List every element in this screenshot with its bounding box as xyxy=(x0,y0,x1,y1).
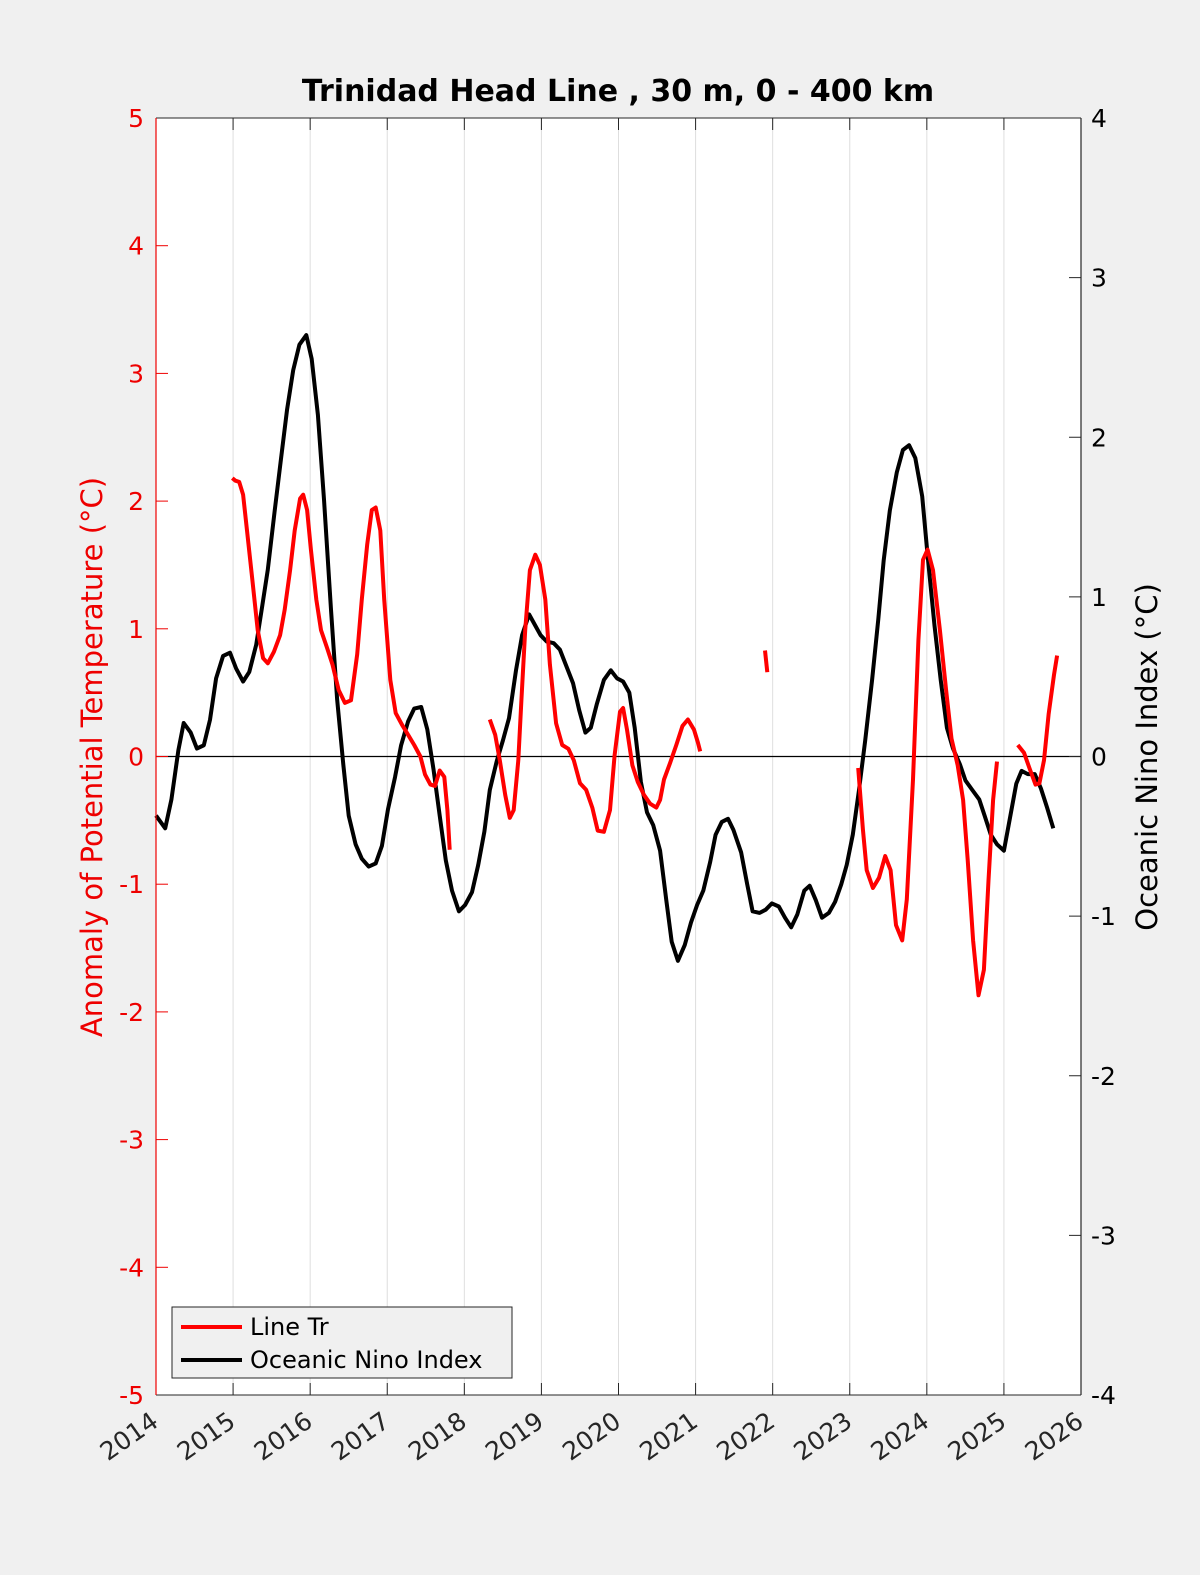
right-y-tick-label: -3 xyxy=(1091,1221,1116,1250)
left-y-tick-label: 5 xyxy=(128,104,144,133)
left-y-tick-labels: 5 4 3 2 1 0 -1 -2 -3 -4 -5 xyxy=(119,104,144,1410)
legend: Line Tr Oceanic Nino Index xyxy=(171,1306,513,1379)
left-y-tick-label: -4 xyxy=(119,1253,144,1282)
x-tick-label: 2019 xyxy=(480,1406,549,1466)
left-y-tick-label: 0 xyxy=(128,743,144,772)
x-tick-labels: 2014 2015 2016 2017 2018 2019 2020 2021 2022 2023… xyxy=(95,1406,1089,1466)
left-y-tick-label: -2 xyxy=(119,998,144,1027)
left-y-tick-label: 3 xyxy=(128,359,144,388)
right-y-tick-labels: 4 3 2 1 0 -1 -2 -3 -4 xyxy=(1091,104,1116,1410)
chart-title: Trinidad Head Line , 30 m, 0 - 400 km xyxy=(302,74,934,109)
left-y-tick-label: 1 xyxy=(128,615,144,644)
x-tick-label: 2020 xyxy=(557,1406,626,1466)
x-tick-label: 2021 xyxy=(634,1406,703,1466)
legend-label-line-tr: Line Tr xyxy=(250,1313,329,1341)
x-tick-label: 2023 xyxy=(788,1406,857,1466)
right-y-tick-label: -1 xyxy=(1091,902,1116,931)
right-y-axis-label: Oceanic Nino Index (°C) xyxy=(1130,583,1164,931)
left-y-axis-label: Anomaly of Potential Temperature (°C) xyxy=(75,477,109,1037)
x-tick-label: 2016 xyxy=(249,1406,318,1466)
series-layer xyxy=(154,333,1060,998)
right-y-tick-label: 1 xyxy=(1091,583,1107,612)
left-y-tick-label: -1 xyxy=(119,870,144,899)
right-y-tick-label: -2 xyxy=(1091,1062,1116,1091)
right-y-tick-label: 2 xyxy=(1091,423,1107,452)
series-oceanic-nino-index xyxy=(154,333,1056,963)
left-y-tick-label: 2 xyxy=(128,487,144,516)
x-tick-label: 2024 xyxy=(866,1406,935,1466)
legend-label-oni: Oceanic Nino Index xyxy=(250,1346,482,1374)
left-y-tick-label: -5 xyxy=(119,1381,144,1410)
series-line-segment xyxy=(1016,655,1060,787)
left-y-tick-label: 4 xyxy=(128,232,144,261)
x-tick-label: 2026 xyxy=(1020,1406,1089,1466)
x-tick-label: 2015 xyxy=(172,1406,241,1466)
series-line-segment xyxy=(763,650,770,673)
right-y-tick-label: 0 xyxy=(1091,743,1107,772)
series-line-segment xyxy=(856,547,999,998)
series-line-segment xyxy=(487,552,703,834)
legend-box xyxy=(171,1306,513,1379)
x-tick-label: 2025 xyxy=(943,1406,1012,1466)
x-tick-label: 2022 xyxy=(711,1406,780,1466)
right-y-tick-label: 3 xyxy=(1091,264,1107,293)
left-y-tick-label: -3 xyxy=(119,1126,144,1155)
series-line-segment xyxy=(154,333,1056,963)
x-tick-label: 2018 xyxy=(403,1406,472,1466)
series-line-segment xyxy=(231,476,452,850)
axes xyxy=(155,117,1082,1396)
right-y-tick-label: 4 xyxy=(1091,104,1107,133)
series-line-tr xyxy=(231,476,1060,998)
x-tick-label: 2017 xyxy=(326,1406,395,1466)
x-tick-label: 2014 xyxy=(95,1406,164,1466)
right-y-tick-label: -4 xyxy=(1091,1381,1116,1410)
